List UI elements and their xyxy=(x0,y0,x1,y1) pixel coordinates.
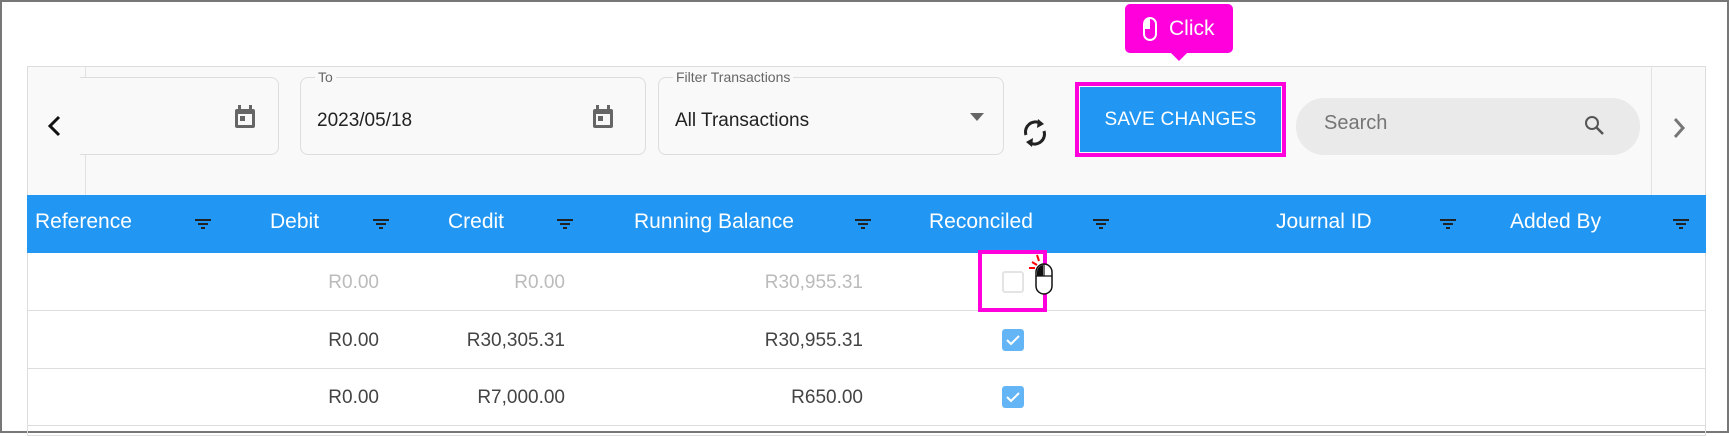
header-journal-id[interactable]: Journal ID xyxy=(1276,210,1372,233)
scroll-right-button[interactable] xyxy=(1651,66,1706,195)
header-reconciled[interactable]: Reconciled xyxy=(929,210,1033,233)
table-row xyxy=(27,426,1706,436)
click-tooltip: Click xyxy=(1125,4,1233,53)
filter-icon[interactable] xyxy=(373,217,389,231)
filter-icon[interactable] xyxy=(1093,217,1109,231)
mouse-icon xyxy=(1143,17,1157,41)
table-header: Reference Debit Credit Running Balance R… xyxy=(27,195,1706,253)
search-box[interactable] xyxy=(1296,98,1640,155)
reconciled-checkbox[interactable] xyxy=(1002,271,1024,293)
header-added-by[interactable]: Added By xyxy=(1510,210,1602,233)
debit-cell: R0.00 xyxy=(328,272,379,293)
table-row: R0.00 R30,305.31 R30,955.31 xyxy=(27,311,1706,369)
highlight-box xyxy=(1075,82,1286,157)
reconciled-checkbox-checked[interactable] xyxy=(1002,386,1024,408)
filter-icon[interactable] xyxy=(1440,217,1456,231)
filter-selected-value: All Transactions xyxy=(675,110,810,131)
dropdown-arrow-icon xyxy=(970,113,984,121)
filter-icon[interactable] xyxy=(195,217,211,231)
mouse-click-cursor-icon xyxy=(1029,254,1053,295)
chevron-left-icon xyxy=(47,115,61,137)
tooltip-pointer xyxy=(1170,52,1188,61)
save-changes-button[interactable]: SAVE CHANGES xyxy=(1080,87,1281,152)
refresh-icon[interactable] xyxy=(1020,117,1050,149)
header-debit[interactable]: Debit xyxy=(270,210,320,233)
credit-cell: R30,305.31 xyxy=(466,330,565,351)
to-date-label: To xyxy=(315,69,336,85)
reconciled-checkbox-checked[interactable] xyxy=(1002,329,1024,351)
running-balance-cell: R30,955.31 xyxy=(764,272,863,293)
search-icon[interactable] xyxy=(1584,115,1606,137)
filter-icon[interactable] xyxy=(557,217,573,231)
credit-cell: R7,000.00 xyxy=(477,387,565,408)
calendar-icon[interactable] xyxy=(591,104,615,130)
scroll-left-button[interactable] xyxy=(27,66,86,195)
table-row: R0.00 R0.00 R30,955.31 xyxy=(27,253,1706,311)
filter-label: Filter Transactions xyxy=(673,69,794,85)
from-date-field[interactable] xyxy=(80,77,279,155)
table-row: R0.00 R7,000.00 R650.00 xyxy=(27,368,1706,426)
credit-cell: R0.00 xyxy=(514,272,565,293)
to-date-field[interactable]: To 2023/05/18 xyxy=(300,69,646,155)
header-credit[interactable]: Credit xyxy=(448,210,505,233)
running-balance-cell: R650.00 xyxy=(791,387,863,408)
calendar-icon[interactable] xyxy=(233,104,257,130)
filter-icon[interactable] xyxy=(855,217,871,231)
to-date-value: 2023/05/18 xyxy=(317,110,413,131)
filter-icon[interactable] xyxy=(1673,217,1689,231)
header-running-balance[interactable]: Running Balance xyxy=(634,210,794,233)
debit-cell: R0.00 xyxy=(328,387,379,408)
debit-cell: R0.00 xyxy=(328,330,379,351)
filter-transactions-select[interactable]: Filter Transactions All Transactions xyxy=(658,69,1004,155)
tooltip-label: Click xyxy=(1169,17,1215,40)
search-input[interactable] xyxy=(1324,112,1584,135)
chevron-right-icon xyxy=(1673,118,1686,138)
running-balance-cell: R30,955.31 xyxy=(764,330,863,351)
header-reference[interactable]: Reference xyxy=(35,210,132,233)
